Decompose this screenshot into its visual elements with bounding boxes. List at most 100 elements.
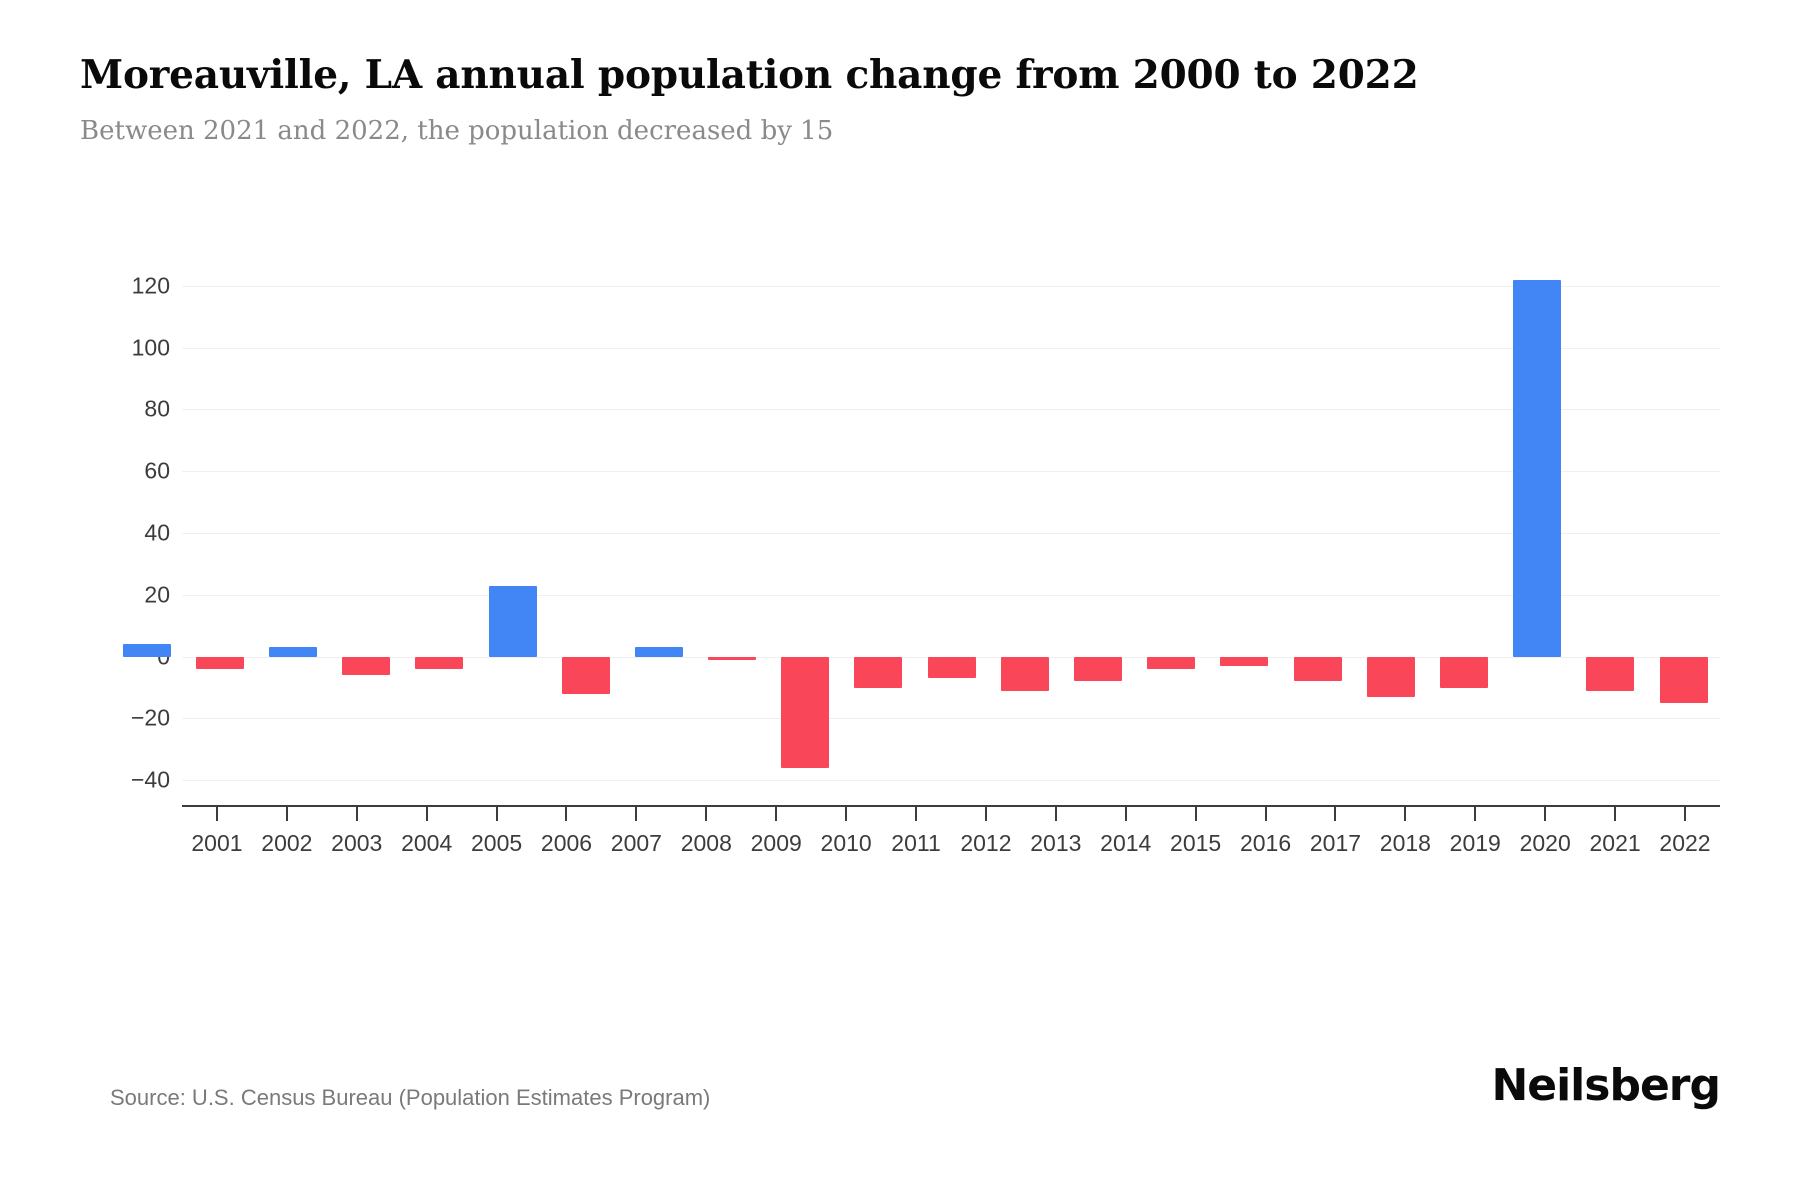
gridline [182, 347, 1720, 349]
bar-2015[interactable] [1147, 656, 1196, 670]
bar-2016[interactable] [1220, 656, 1269, 666]
bar-2001[interactable] [122, 644, 171, 657]
bar-slot [256, 255, 329, 805]
x-label-slot: 2022 [1650, 830, 1720, 866]
bar-2003[interactable] [268, 647, 317, 657]
x-axis-tick-mark [845, 807, 848, 821]
x-axis-tick-label: 2015 [1170, 830, 1222, 856]
x-axis-tick-mark [1334, 807, 1337, 821]
tick-slot [322, 807, 392, 821]
x-label-slot: 2011 [881, 830, 951, 866]
bar-slot [769, 255, 842, 805]
bar-2018[interactable] [1366, 656, 1415, 697]
bar-slot [622, 255, 695, 805]
bar-slot [1501, 255, 1574, 805]
x-axis-tick-label: 2022 [1659, 830, 1711, 856]
x-axis-tick-mark [1194, 807, 1197, 821]
bar-slot [1281, 255, 1354, 805]
bar-2007[interactable] [561, 656, 610, 694]
bar-2002[interactable] [195, 656, 244, 670]
bar-2011[interactable] [854, 656, 903, 688]
x-axis-tick-label: 2010 [820, 830, 872, 856]
x-axis-tick-mark [1614, 807, 1617, 821]
bar-2020[interactable] [1513, 279, 1562, 657]
bar-2005[interactable] [415, 656, 464, 670]
tick-slot [741, 807, 811, 821]
bar-2006[interactable] [488, 585, 537, 657]
x-axis-tick-label: 2008 [680, 830, 732, 856]
tick-slot [1440, 807, 1510, 821]
x-axis-tick-mark [984, 807, 987, 821]
bar-2012[interactable] [927, 656, 976, 679]
x-axis-tick-label: 2016 [1239, 830, 1292, 856]
y-axis-tick-label: 40 [144, 519, 170, 546]
gridline [182, 471, 1720, 473]
x-label-slot: 2002 [252, 830, 322, 866]
x-axis-tick-label: 2018 [1379, 830, 1431, 856]
x-axis-tick-mark [495, 807, 498, 821]
bar-2009[interactable] [708, 656, 757, 660]
tick-slot [1301, 807, 1371, 821]
tick-slot [462, 807, 532, 821]
x-axis-tick-label: 2020 [1519, 830, 1571, 856]
x-label-slot: 2008 [671, 830, 741, 866]
bar-slot [696, 255, 769, 805]
x-axis-tick-mark [1404, 807, 1407, 821]
x-axis-tick-label: 2002 [261, 830, 313, 856]
gridline [182, 594, 1720, 596]
x-axis-tick-label: 2021 [1589, 830, 1641, 856]
gridline [182, 533, 1720, 535]
chart-plot-area: 120100806040200−20−40 200120022003200420… [110, 255, 1720, 905]
x-axis-tick-label: 2005 [470, 830, 523, 856]
x-label-slot: 2003 [322, 830, 392, 866]
x-axis-tick-mark [285, 807, 288, 821]
x-axis-tick-label: 2017 [1309, 830, 1362, 856]
x-axis-tick-mark [1264, 807, 1267, 821]
x-label-slot: 2001 [182, 830, 252, 866]
bar-2008[interactable] [634, 647, 683, 657]
x-axis-tick-mark [635, 807, 638, 821]
bar-series [110, 255, 1720, 805]
tick-slot [1161, 807, 1231, 821]
x-axis-tick-label: 2013 [1030, 830, 1082, 856]
y-axis-tick-label: 20 [144, 581, 170, 608]
bar-slot [915, 255, 988, 805]
x-axis-tick-mark [775, 807, 778, 821]
bar-slot [403, 255, 476, 805]
tick-slot [811, 807, 881, 821]
x-label-slot: 2019 [1440, 830, 1510, 866]
gridline [182, 718, 1720, 720]
x-axis-tick-mark [705, 807, 708, 821]
bar-slot [1135, 255, 1208, 805]
x-axis-tick-mark [1474, 807, 1477, 821]
x-axis-tick-label: 2003 [331, 830, 383, 856]
x-axis-line [182, 805, 1720, 807]
tick-slot [951, 807, 1021, 821]
y-axis-tick-label: 60 [144, 457, 170, 484]
x-axis-tick-label: 2006 [540, 830, 593, 856]
tick-slot [1370, 807, 1440, 821]
x-label-slot: 2009 [741, 830, 811, 866]
tick-slot [1091, 807, 1161, 821]
bar-2022[interactable] [1659, 656, 1708, 704]
x-axis-tick-label: 2012 [960, 830, 1012, 856]
x-axis-tick-label: 2007 [610, 830, 662, 856]
x-axis-tick-label: 2011 [891, 830, 941, 856]
tick-slot [601, 807, 671, 821]
bar-2004[interactable] [342, 656, 391, 676]
y-axis-tick-label: −20 [130, 704, 170, 731]
x-axis-tick-mark [1683, 807, 1686, 821]
x-axis-tick-mark [1544, 807, 1547, 821]
bar-2013[interactable] [1000, 656, 1049, 691]
bar-slot [1354, 255, 1427, 805]
bar-slot [183, 255, 256, 805]
tick-slot [1580, 807, 1650, 821]
bar-2010[interactable] [781, 656, 830, 768]
x-axis-tick-mark [355, 807, 358, 821]
x-axis-tick-label: 2004 [401, 830, 453, 856]
bar-2021[interactable] [1586, 656, 1635, 691]
bar-2019[interactable] [1439, 656, 1488, 688]
tick-slot [182, 807, 252, 821]
bar-2017[interactable] [1293, 656, 1342, 682]
bar-2014[interactable] [1074, 656, 1123, 682]
